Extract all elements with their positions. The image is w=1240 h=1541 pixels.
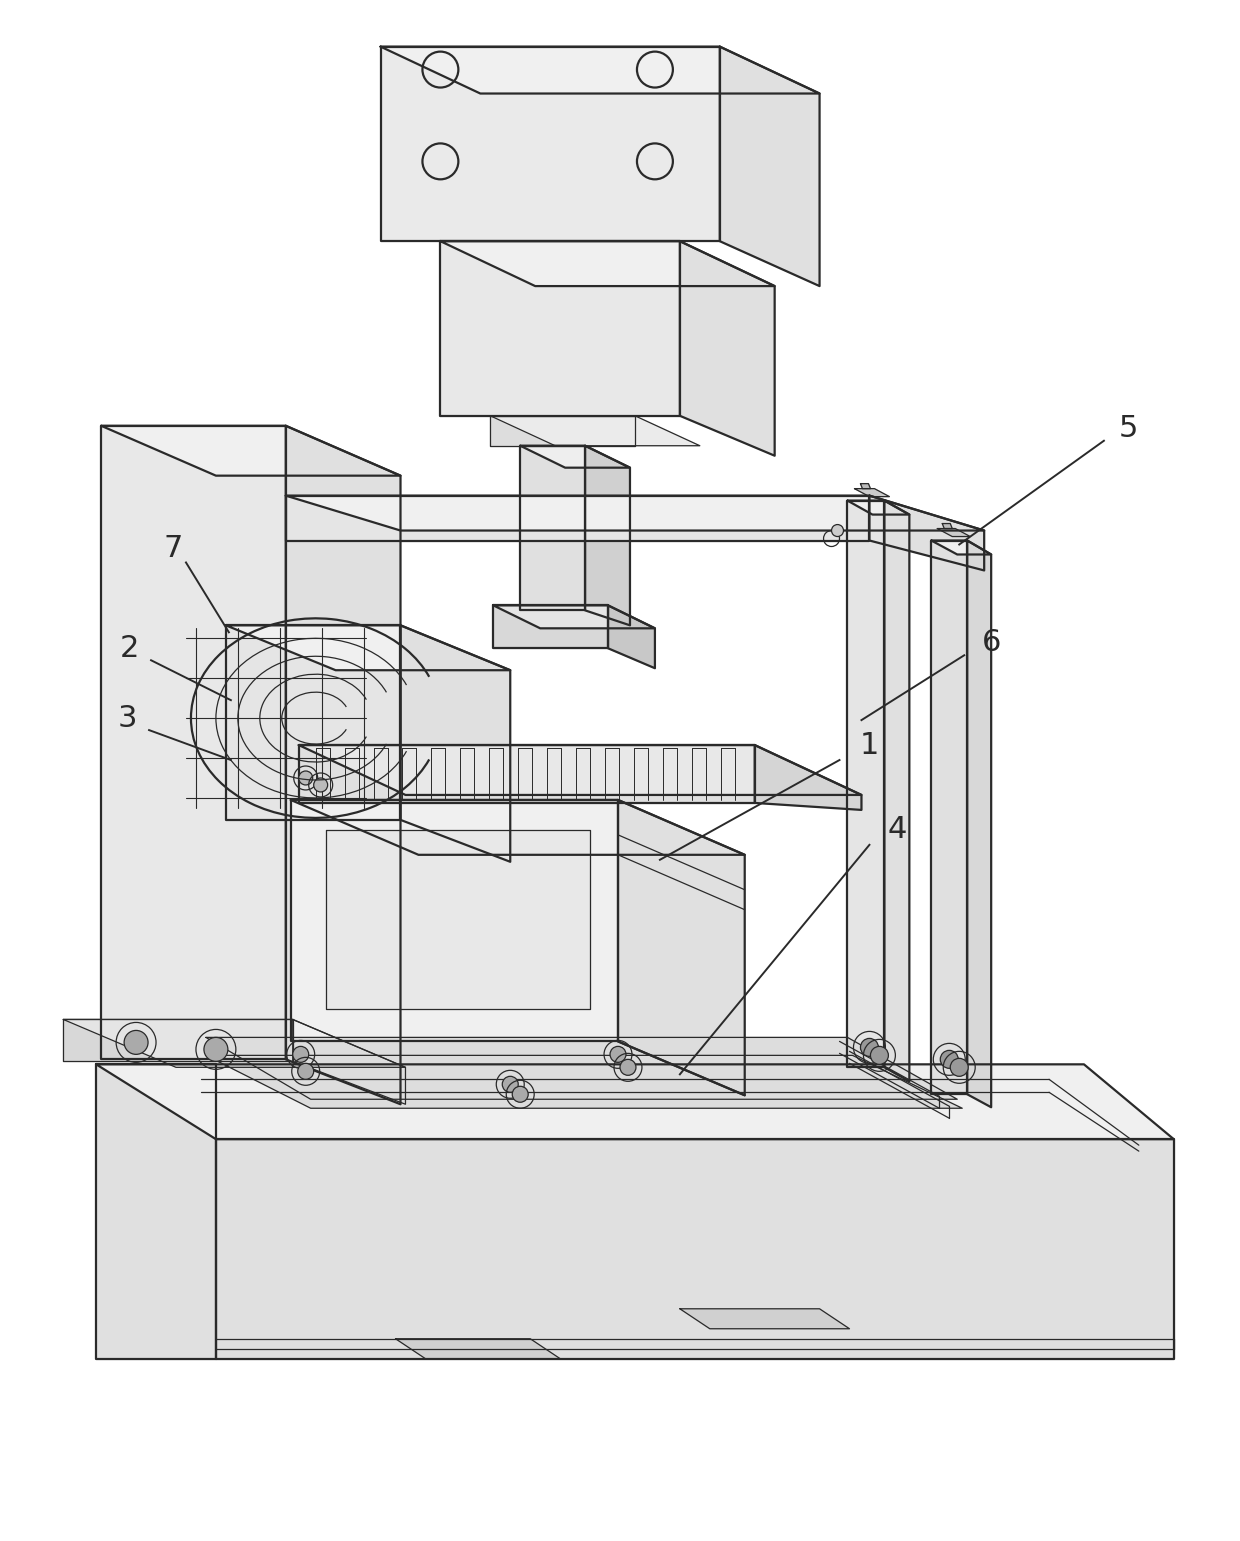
Circle shape	[124, 1031, 148, 1054]
Polygon shape	[97, 1065, 216, 1359]
Circle shape	[314, 778, 327, 792]
Text: 1: 1	[859, 730, 879, 760]
Circle shape	[870, 1046, 888, 1065]
Circle shape	[950, 1059, 968, 1076]
Polygon shape	[401, 626, 510, 861]
Polygon shape	[967, 541, 991, 1108]
Text: 6: 6	[982, 627, 1001, 656]
Polygon shape	[869, 496, 985, 570]
Polygon shape	[396, 1339, 560, 1359]
Polygon shape	[381, 46, 820, 94]
Polygon shape	[521, 445, 585, 610]
Polygon shape	[680, 242, 775, 456]
Polygon shape	[102, 425, 285, 1059]
Polygon shape	[299, 744, 862, 795]
Polygon shape	[97, 1065, 1174, 1139]
Polygon shape	[440, 242, 775, 287]
Circle shape	[512, 1086, 528, 1102]
Polygon shape	[299, 744, 755, 803]
Circle shape	[861, 1039, 878, 1057]
Polygon shape	[937, 529, 970, 536]
Circle shape	[620, 1059, 636, 1076]
Polygon shape	[884, 501, 909, 1082]
Polygon shape	[618, 800, 745, 1096]
Polygon shape	[226, 626, 401, 820]
Polygon shape	[216, 1139, 1174, 1359]
Polygon shape	[326, 831, 590, 1009]
Circle shape	[299, 770, 312, 784]
Polygon shape	[206, 1037, 957, 1099]
Circle shape	[940, 1051, 959, 1068]
Polygon shape	[931, 541, 967, 1094]
Polygon shape	[680, 1308, 849, 1328]
Polygon shape	[854, 488, 889, 496]
Polygon shape	[494, 606, 608, 649]
Polygon shape	[755, 744, 862, 811]
Circle shape	[298, 1063, 314, 1079]
Polygon shape	[226, 626, 510, 670]
Polygon shape	[381, 46, 719, 242]
Polygon shape	[490, 416, 635, 445]
Polygon shape	[847, 501, 909, 515]
Text: 5: 5	[1120, 415, 1138, 444]
Polygon shape	[285, 425, 401, 1105]
Circle shape	[293, 1046, 309, 1062]
Polygon shape	[719, 46, 820, 287]
Polygon shape	[608, 606, 655, 669]
Polygon shape	[290, 800, 618, 1042]
Circle shape	[832, 524, 843, 536]
Polygon shape	[931, 541, 991, 555]
Polygon shape	[521, 445, 630, 467]
Polygon shape	[63, 1020, 405, 1068]
Text: 2: 2	[119, 633, 139, 663]
Polygon shape	[494, 606, 655, 629]
Polygon shape	[63, 1020, 293, 1062]
Circle shape	[502, 1076, 518, 1093]
Polygon shape	[847, 501, 884, 1068]
Polygon shape	[285, 496, 985, 530]
Circle shape	[610, 1046, 626, 1062]
Polygon shape	[861, 484, 870, 488]
Polygon shape	[490, 416, 699, 445]
Polygon shape	[102, 425, 401, 476]
Polygon shape	[293, 1020, 405, 1105]
Polygon shape	[942, 524, 952, 529]
Polygon shape	[206, 1056, 962, 1108]
Circle shape	[203, 1037, 228, 1062]
Text: 3: 3	[118, 704, 136, 732]
Polygon shape	[440, 242, 680, 416]
Polygon shape	[585, 445, 630, 626]
Polygon shape	[285, 496, 869, 541]
Polygon shape	[290, 800, 745, 855]
Text: 7: 7	[164, 535, 182, 562]
Text: 4: 4	[888, 815, 908, 844]
